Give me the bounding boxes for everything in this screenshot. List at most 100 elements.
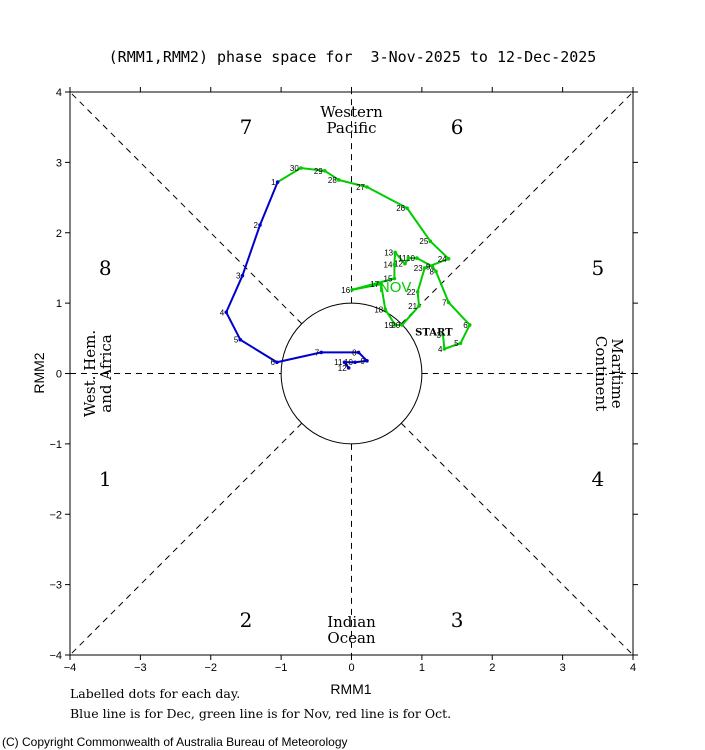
diagonal-boundary-4: [69, 422, 303, 656]
x-tick-label: −4: [64, 662, 77, 674]
nov-day-dot: [383, 307, 388, 312]
x-axis-label: RMM1: [330, 681, 371, 697]
dec-day-label: 8: [352, 348, 357, 357]
nov-day-dot: [446, 300, 451, 305]
nov-day-label: 19: [384, 321, 393, 330]
nov-day-label: 12: [394, 260, 403, 269]
nov-day-label: 23: [414, 264, 423, 273]
dec-day-label: 3: [236, 272, 241, 281]
phase-2-label: 2: [240, 608, 253, 632]
dec-day-label: 7: [315, 348, 320, 357]
nov-day-dot: [415, 256, 419, 260]
nov-day-dot: [403, 261, 407, 266]
y-tick-label: −2: [49, 509, 62, 521]
dec-day-label: 10: [344, 358, 353, 367]
x-tick-label: 2: [489, 662, 495, 674]
month-connector-1: [277, 167, 302, 183]
nov-day-label: 17: [370, 280, 379, 289]
nov-day-label: 11: [398, 254, 407, 263]
nov-day-label: 8: [429, 267, 434, 276]
nov-day-label: 26: [396, 204, 405, 213]
nov-day-label: 21: [408, 302, 417, 311]
phase-boundaries: [69, 91, 634, 656]
region-western-line1: Western: [320, 103, 383, 121]
nov-day-label: 25: [419, 237, 428, 246]
nov-day-dot: [430, 264, 435, 269]
dec-day-label: 12: [338, 364, 347, 373]
y-axis-label: RMM2: [31, 352, 47, 393]
dec-day-dot: [240, 273, 245, 278]
dec-day-dot: [275, 180, 280, 184]
nov-day-dot: [379, 282, 383, 286]
phase-4-label: 4: [591, 467, 604, 491]
region-indian-line2: Ocean: [327, 629, 376, 647]
region-maritime-line1: Maritime: [608, 338, 626, 408]
y-tick-label: 1: [56, 298, 62, 310]
y-tick-label: 3: [56, 157, 62, 169]
diagonal-boundary-1: [400, 91, 634, 325]
nov-day-dot: [417, 304, 421, 308]
nov-day-dot: [405, 206, 409, 210]
dec-day-dot: [365, 359, 369, 363]
region-west-hem-line1: West. Hem.: [81, 330, 99, 417]
nov-day-dot: [415, 290, 420, 294]
nov-day-dot: [322, 169, 327, 173]
dec-day-label: 4: [220, 308, 225, 317]
nov-day-dot: [428, 239, 433, 243]
nov-day-dot: [392, 276, 397, 281]
copyright-notice: (C) Copyright Commonwealth of Australia …: [2, 735, 348, 749]
x-tick-label: 1: [419, 662, 425, 674]
start-label: START: [415, 327, 453, 338]
dec-day-dot: [224, 310, 229, 315]
footnote-daily-dots: Labelled dots for each day.: [70, 686, 241, 701]
region-maritime-line2: Continent: [592, 336, 610, 411]
dec-day-label: 1: [271, 178, 276, 187]
nov-day-dot: [406, 256, 411, 260]
nov-day-label: 22: [407, 288, 416, 297]
dec-day-label: 6: [270, 358, 275, 367]
nov-day-dot: [467, 323, 472, 327]
dec-day-label: 9: [361, 357, 366, 366]
nov-day-label: 16: [341, 286, 350, 295]
x-tick-label: 0: [348, 662, 354, 674]
region-indian-line1: Indian: [327, 613, 376, 631]
nov-day-label: 4: [438, 345, 443, 354]
chart-title: (RMM1,RMM2) phase space for 3-Nov-2025 t…: [108, 48, 597, 66]
dec-day-dot: [238, 337, 243, 342]
diagonal-boundary-3: [400, 422, 634, 656]
dec-day-dot: [353, 360, 357, 365]
x-tick-label: −3: [134, 662, 147, 674]
dec-day-dot: [356, 350, 361, 355]
nov-day-label: 6: [463, 321, 468, 330]
dec-day-label: 11: [334, 358, 343, 367]
nov-day-label: 15: [384, 274, 393, 283]
dec-day-dot: [258, 223, 262, 227]
dec-trajectory: [225, 181, 368, 369]
nov-day-label: 18: [374, 305, 383, 314]
nov-day-label: 28: [328, 176, 337, 185]
nov-day-dot: [392, 262, 397, 267]
unit-circle: [280, 302, 423, 445]
nov-day-label: 9: [426, 263, 431, 272]
phase-7-label: 7: [240, 115, 253, 139]
y-tick-label: 2: [56, 228, 62, 240]
x-tick-label: 3: [560, 662, 566, 674]
y-tick-label: −3: [49, 580, 62, 592]
nov-day-label: 10: [406, 254, 415, 263]
dec-day-dot: [275, 360, 279, 365]
nov-day-dot: [458, 341, 463, 346]
y-tick-label: −1: [49, 439, 62, 451]
dec-day-dot: [342, 360, 347, 365]
y-tick-label: 0: [56, 369, 62, 381]
nov-day-dot: [400, 323, 404, 327]
y-tick-label: 4: [56, 87, 62, 99]
footnote-line-colors: Blue line is for Dec, green line is for …: [70, 706, 452, 721]
dec-day-dot: [346, 366, 351, 370]
nov-day-dot: [350, 287, 355, 292]
nov-day-dot: [442, 347, 447, 351]
dec-day-dot: [319, 350, 324, 355]
